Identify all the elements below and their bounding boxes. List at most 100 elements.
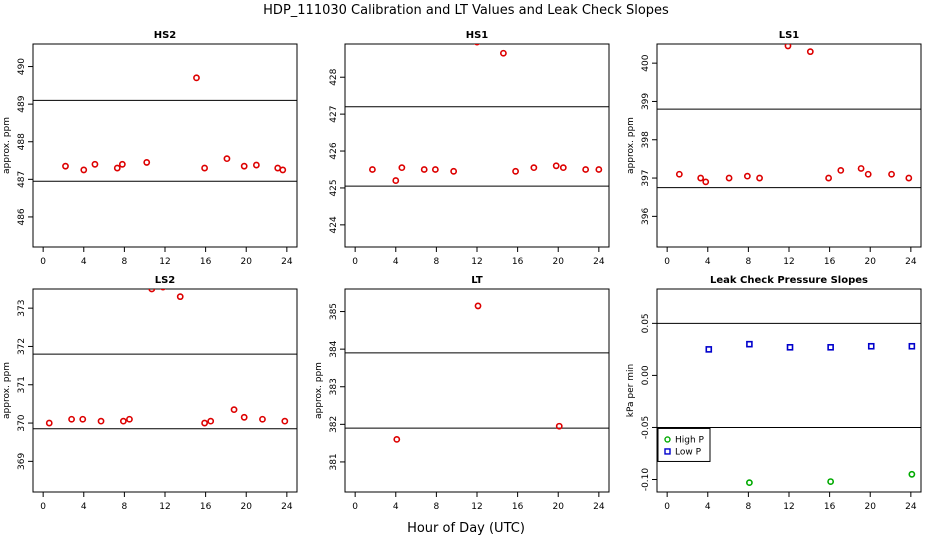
data-point — [499, 49, 507, 57]
y-tick-label: 486 — [17, 208, 27, 225]
y-tick-label: 381 — [329, 453, 339, 470]
data-point — [697, 174, 705, 182]
x-tick-label: 8 — [746, 257, 752, 267]
data-point — [126, 415, 133, 423]
data-point — [148, 289, 156, 293]
panel-title: HS1 — [466, 30, 489, 41]
x-tick-label: 24 — [593, 502, 605, 512]
data-point — [582, 166, 590, 173]
y-tick-label: 383 — [329, 378, 339, 395]
data-point — [864, 170, 872, 178]
data-point — [240, 413, 248, 421]
y-axis-label: approx. ppm — [2, 117, 12, 174]
data-point — [369, 166, 376, 173]
panel-leak-check-pressure-slopes: Leak Check Pressure Slopes 0 4 8 12 16 20 24 -0.… — [626, 275, 922, 512]
x-tick-label: 20 — [241, 257, 253, 267]
y-axis-label: approx. ppm — [314, 362, 324, 419]
y-tick-label: 384 — [329, 340, 339, 357]
data-point — [201, 419, 208, 427]
data-point — [119, 417, 127, 425]
data-point — [595, 166, 603, 173]
data-point — [756, 174, 763, 182]
data-point — [675, 170, 683, 178]
plot-frame — [344, 288, 610, 493]
data-point — [908, 470, 916, 478]
panel-title: LS2 — [155, 275, 176, 286]
panel-title: Leak Check Pressure Slopes — [710, 275, 868, 286]
data-point — [857, 165, 865, 172]
y-tick-label: 426 — [329, 142, 339, 159]
data-point — [743, 172, 751, 180]
data-point — [143, 159, 151, 166]
data-point — [784, 44, 792, 50]
x-tick-label: 20 — [553, 257, 565, 267]
y-tick-label: 399 — [641, 93, 651, 110]
data-point — [888, 170, 895, 178]
y-tick-label: -0.05 — [641, 416, 651, 439]
data-point — [725, 174, 733, 182]
data-point — [420, 166, 428, 173]
x-tick-label: 4 — [81, 502, 87, 512]
data-point — [827, 343, 834, 351]
data-point — [79, 415, 87, 423]
data-point — [746, 479, 753, 487]
data-point — [393, 435, 401, 443]
x-tick-label: 24 — [905, 502, 917, 512]
y-tick-label: 397 — [641, 169, 651, 186]
data-point — [555, 422, 563, 430]
y-tick-label: 490 — [17, 58, 27, 75]
data-point — [68, 415, 75, 423]
x-tick-label: 12 — [159, 502, 170, 512]
data-point — [825, 174, 832, 182]
data-point — [702, 178, 710, 186]
data-point — [905, 174, 913, 182]
data-point — [193, 74, 200, 82]
x-tick-label: 0 — [40, 502, 46, 512]
panel-hs2: HS2 0 4 8 12 16 20 24 486 487 488 489 490 approx. ppm — [2, 30, 298, 267]
data-point — [705, 346, 713, 353]
x-tick-label: 12 — [783, 502, 794, 512]
data-point — [97, 417, 105, 425]
y-tick-label: -0.10 — [641, 468, 651, 492]
shared-x-axis-label: Hour of Day (UTC) — [407, 521, 525, 536]
x-tick-label: 12 — [159, 257, 170, 267]
data-point — [450, 167, 458, 175]
y-tick-label: 488 — [17, 133, 27, 150]
x-tick-label: 24 — [905, 257, 917, 267]
data-point — [552, 162, 560, 170]
plot-frame — [32, 43, 298, 248]
data-point — [827, 478, 835, 485]
data-point — [230, 406, 238, 414]
x-tick-label: 24 — [281, 502, 293, 512]
y-tick-label: 369 — [17, 453, 27, 470]
y-axis-label: approx. ppm — [2, 362, 12, 419]
data-point — [223, 155, 231, 163]
data-point — [392, 177, 400, 184]
y-tick-label: 382 — [329, 416, 339, 433]
x-tick-label: 16 — [824, 257, 836, 267]
x-tick-label: 16 — [512, 502, 524, 512]
x-tick-label: 12 — [783, 257, 794, 267]
x-tick-label: 0 — [664, 502, 670, 512]
y-tick-label: 427 — [329, 106, 339, 123]
x-tick-label: 24 — [281, 257, 293, 267]
y-tick-label: 398 — [641, 131, 651, 148]
y-tick-label: 0.00 — [641, 365, 651, 385]
data-point — [113, 164, 121, 172]
data-point — [431, 166, 439, 173]
data-point — [62, 162, 69, 170]
x-tick-label: 20 — [241, 502, 253, 512]
y-axis-label: kPa per min — [626, 364, 636, 417]
x-tick-label: 16 — [200, 257, 212, 267]
data-point — [45, 419, 53, 427]
plot-frame — [344, 43, 610, 248]
panel-title: HS2 — [154, 30, 177, 41]
figure-title: HDP_111030 Calibration and LT Values and… — [263, 3, 669, 18]
legend-marker — [664, 448, 671, 455]
y-tick-label: 425 — [329, 179, 339, 196]
x-tick-label: 8 — [434, 502, 440, 512]
y-tick-label: 385 — [329, 303, 339, 320]
data-point — [160, 289, 166, 291]
x-tick-label: 4 — [705, 502, 711, 512]
